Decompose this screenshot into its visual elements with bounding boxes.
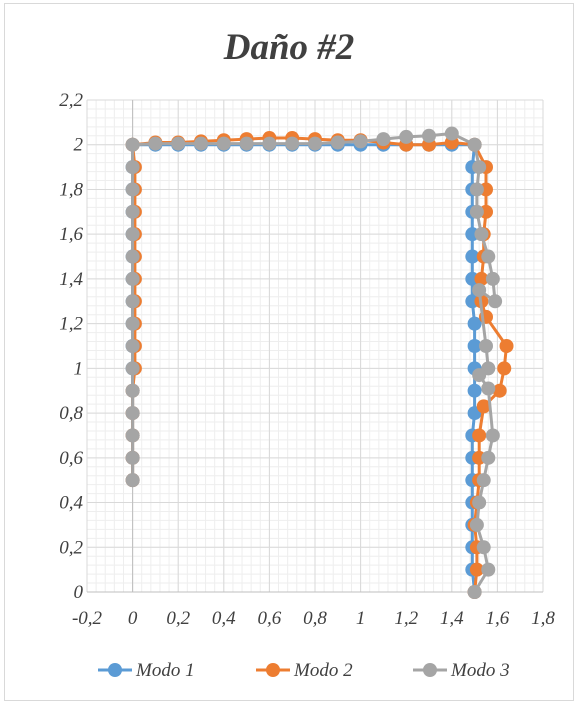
- data-point-series-3: [444, 126, 459, 141]
- data-point-series-3: [479, 339, 493, 353]
- data-point-series-3: [485, 428, 500, 443]
- data-point-series-3: [488, 294, 503, 309]
- data-point-series-3: [148, 136, 163, 151]
- data-point-series-3: [125, 294, 140, 309]
- data-point-series-3: [422, 128, 436, 143]
- data-point-series-3: [125, 383, 140, 398]
- data-point-series-3: [125, 160, 140, 175]
- legend-marker-1: [108, 663, 122, 677]
- data-point-series-3: [481, 450, 496, 465]
- data-point-series-2: [469, 562, 484, 577]
- y-tick-label: 0,4: [59, 493, 83, 514]
- data-point-series-3: [469, 517, 484, 532]
- data-point-series-3: [125, 137, 140, 152]
- data-point-series-3: [262, 136, 277, 151]
- data-point-series-3: [330, 135, 345, 150]
- data-point-series-3: [194, 136, 208, 151]
- data-point-series-3: [125, 428, 140, 443]
- chart-title: Daño #2: [223, 27, 355, 68]
- x-tick-label: 1,2: [394, 608, 418, 629]
- legend-marker-2: [266, 663, 280, 677]
- data-point-series-1: [467, 383, 482, 398]
- x-tick-label: 1,4: [440, 608, 464, 629]
- y-tick-label: 1,8: [59, 179, 83, 200]
- data-point-series-3: [125, 450, 140, 465]
- x-tick-label: 0,2: [166, 608, 190, 629]
- y-tick-label: 0,2: [59, 537, 83, 558]
- data-point-series-3: [481, 562, 496, 577]
- data-point-series-3: [353, 134, 368, 149]
- x-tick-label: -0,2: [72, 608, 103, 629]
- data-point-series-2: [497, 361, 512, 376]
- x-tick-label: 1,8: [531, 608, 555, 629]
- data-point-series-2: [472, 428, 487, 443]
- x-tick-label: 0,8: [303, 608, 327, 629]
- y-tick-label: 0,6: [59, 448, 83, 469]
- legend-label-3: Modo 3: [450, 660, 510, 681]
- data-point-series-3: [125, 339, 140, 353]
- legend-marker-3: [423, 663, 437, 677]
- data-point-series-3: [485, 271, 500, 286]
- legend-label-2: Modo 2: [293, 660, 353, 681]
- y-tick-label: 1,6: [59, 224, 83, 245]
- y-tick-label: 0,8: [59, 403, 83, 424]
- y-tick-label: 2: [74, 135, 84, 156]
- data-point-series-3: [125, 316, 140, 331]
- data-point-series-3: [125, 249, 140, 264]
- x-tick-label: 0,6: [258, 608, 282, 629]
- data-point-series-3: [467, 137, 482, 152]
- data-point-series-3: [125, 473, 140, 488]
- data-point-series-3: [467, 585, 482, 599]
- data-point-series-1: [465, 249, 480, 264]
- y-tick-label: 0: [74, 582, 84, 603]
- data-point-series-3: [171, 136, 186, 151]
- x-tick-label: 0,4: [212, 608, 236, 629]
- legend-label-1: Modo 1: [135, 660, 195, 681]
- data-point-series-3: [472, 160, 487, 175]
- data-point-series-3: [125, 271, 140, 286]
- data-point-series-3: [308, 136, 322, 151]
- data-point-series-3: [476, 540, 491, 555]
- x-tick-label: 1,6: [486, 608, 510, 629]
- data-point-series-2: [499, 339, 514, 353]
- data-point-series-3: [125, 406, 140, 421]
- data-point-series-3: [125, 182, 140, 197]
- data-point-series-3: [125, 227, 140, 242]
- y-tick-label: 2,2: [59, 90, 83, 111]
- data-point-series-3: [476, 473, 491, 488]
- data-point-series-3: [376, 132, 391, 147]
- data-point-series-3: [399, 129, 414, 144]
- data-point-series-3: [481, 249, 496, 264]
- series-line-2: [131, 136, 508, 593]
- data-point-series-3: [469, 182, 484, 197]
- data-point-series-3: [472, 283, 487, 298]
- data-point-series-2: [474, 271, 489, 286]
- data-point-series-3: [285, 136, 300, 151]
- data-point-series-2: [492, 383, 507, 398]
- data-point-series-3: [125, 204, 140, 219]
- data-point-series-2: [476, 399, 491, 414]
- data-point-series-1: [467, 339, 482, 353]
- data-point-series-3: [472, 495, 487, 510]
- data-point-series-3: [472, 368, 487, 383]
- y-tick-label: 1,4: [59, 269, 83, 290]
- data-point-series-3: [125, 361, 140, 376]
- data-point-series-3: [469, 204, 484, 219]
- data-point-series-3: [216, 136, 231, 151]
- data-point-series-3: [239, 136, 254, 151]
- data-point-series-3: [474, 227, 489, 242]
- y-tick-label: 1,2: [59, 314, 83, 335]
- y-tick-label: 1: [74, 358, 84, 379]
- data-point-series-3: [481, 381, 496, 396]
- x-tick-label: 1: [356, 608, 366, 629]
- data-point-series-1: [467, 316, 482, 331]
- x-tick-label: 0: [128, 608, 138, 629]
